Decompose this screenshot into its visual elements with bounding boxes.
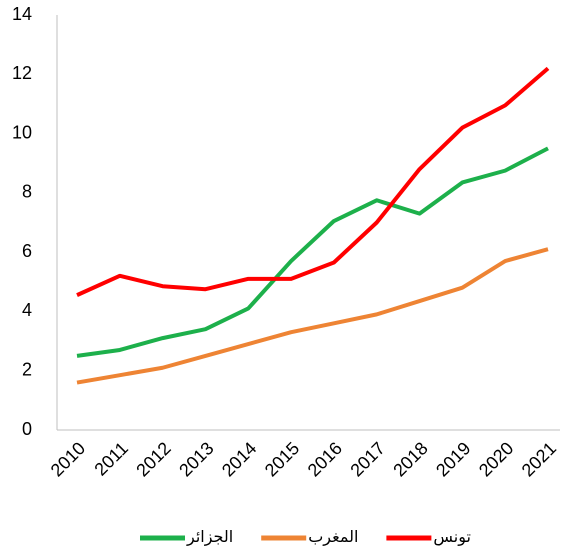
y-tick-label: 0 <box>22 419 32 439</box>
x-tick-label: 2020 <box>475 438 517 480</box>
x-tick-label: 2019 <box>432 438 474 480</box>
x-tick-label: 2021 <box>518 438 560 480</box>
x-tick-label: 2014 <box>218 438 260 480</box>
x-tick-label: 2016 <box>304 438 346 480</box>
x-tick-label: 2018 <box>389 438 431 480</box>
y-tick-label: 2 <box>22 359 32 379</box>
series-line <box>76 247 549 385</box>
x-tick-label: 2013 <box>175 438 217 480</box>
legend-label: تونس <box>433 529 471 547</box>
x-tick-label: 2010 <box>47 438 89 480</box>
legend-label: الجزائر <box>186 529 233 547</box>
x-tick-label: 2017 <box>346 438 388 480</box>
y-tick-label: 12 <box>12 63 32 83</box>
y-tick-label: 8 <box>22 182 32 202</box>
series-line <box>76 146 549 358</box>
series-line <box>76 66 550 297</box>
y-tick-label: 14 <box>12 4 32 24</box>
x-tick-label: 2011 <box>90 438 132 480</box>
y-tick-label: 6 <box>22 241 32 261</box>
x-tick-label: 2012 <box>132 438 174 480</box>
y-tick-label: 10 <box>12 122 32 142</box>
legend-label: المغرب <box>308 529 358 547</box>
x-tick-label: 2015 <box>261 438 303 480</box>
y-tick-label: 4 <box>22 300 32 320</box>
